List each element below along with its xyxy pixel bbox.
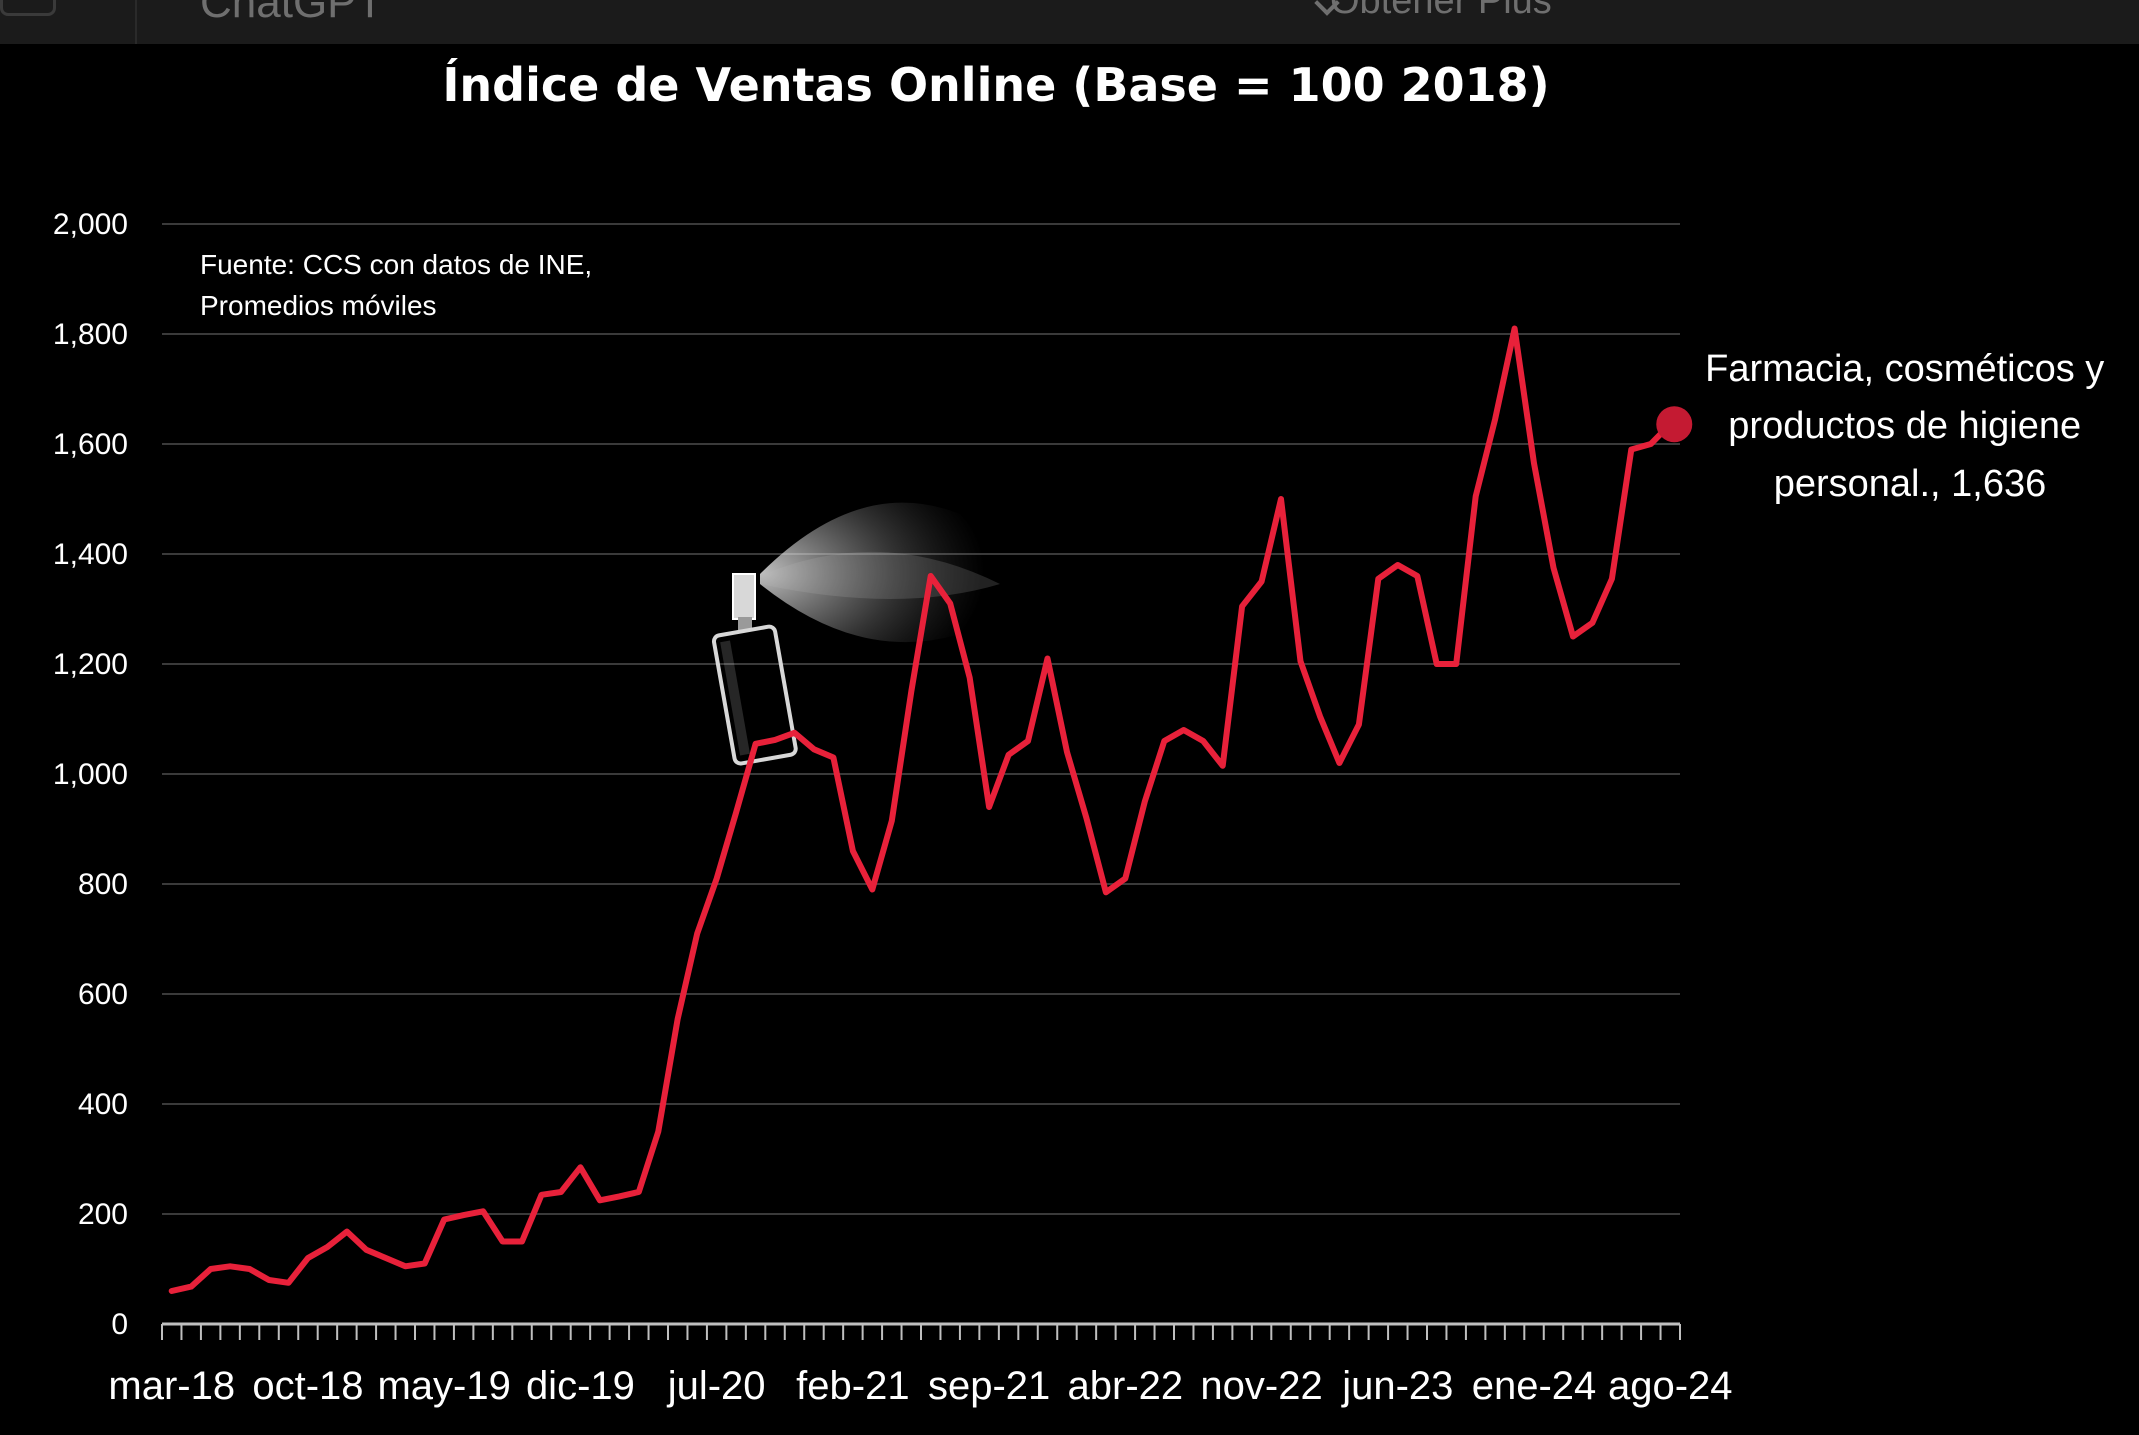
x-tick-label: ene-24 — [1472, 1364, 1597, 1408]
x-tick-label: ago-24 — [1608, 1364, 1733, 1408]
x-tick-label: jul-20 — [667, 1364, 766, 1408]
x-tick-label: dic-19 — [526, 1364, 635, 1408]
source-note-line-1: Fuente: CCS con datos de INE, — [200, 249, 592, 280]
end-point-dot — [1656, 406, 1693, 443]
series-end-marker — [1656, 406, 1693, 443]
x-tick-label: sep-21 — [928, 1364, 1050, 1408]
end-label-line-3: personal., 1,636 — [1774, 463, 2047, 505]
x-tick-label: mar-18 — [108, 1364, 235, 1408]
end-label-line-1: Farmacia, cosméticos y — [1705, 348, 2104, 390]
x-axis-tick-marks — [161, 1324, 1681, 1340]
line-chart: 0 200 400 600 800 1,000 1,200 1,400 1,600 1,800 2,… — [53, 58, 2115, 1408]
x-tick-label: feb-21 — [796, 1364, 909, 1408]
x-tick-label: abr-22 — [1068, 1364, 1184, 1408]
y-tick-label: 0 — [111, 1308, 128, 1341]
series-polyline — [168, 325, 1674, 1294]
y-tick-label: 800 — [78, 868, 128, 901]
end-label-line-2: productos de higiene — [1728, 405, 2081, 447]
x-axis-tick-labels: mar-18 oct-18 may-19 dic-19 jul-20 feb-21 sep-… — [108, 1364, 1732, 1408]
spray-bottle-icon — [711, 502, 1000, 766]
chart-title: Índice de Ventas Online (Base = 100 2018… — [442, 58, 1549, 112]
source-note-line-2: Promedios móviles — [200, 290, 437, 321]
x-tick-label: nov-22 — [1200, 1364, 1322, 1408]
top-bar: ChatGPT Obtener Plus — [0, 0, 2139, 44]
upgrade-plus-link[interactable]: Obtener Plus — [1330, 0, 1552, 22]
y-tick-label: 2,000 — [53, 208, 128, 241]
source-note: Fuente: CCS con datos de INE, Promedios … — [200, 249, 600, 321]
y-tick-label: 1,800 — [53, 318, 128, 351]
topbar-divider — [135, 0, 137, 44]
y-tick-label: 200 — [78, 1198, 128, 1231]
series-line — [168, 325, 1674, 1294]
y-tick-label: 1,600 — [53, 428, 128, 461]
x-tick-label: oct-18 — [252, 1364, 363, 1408]
chart-area: 0 200 400 600 800 1,000 1,200 1,400 1,600 1,800 2,… — [0, 44, 2139, 1435]
y-tick-label: 600 — [78, 978, 128, 1011]
y-tick-label: 400 — [78, 1088, 128, 1121]
sidebar-toggle-icon[interactable] — [0, 0, 56, 16]
series-end-label: Farmacia, cosméticos y productos de higi… — [1705, 348, 2115, 505]
y-tick-label: 1,400 — [53, 538, 128, 571]
y-tick-label: 1,000 — [53, 758, 128, 791]
x-tick-label: may-19 — [377, 1364, 510, 1408]
y-axis-tick-labels: 0 200 400 600 800 1,000 1,200 1,400 1,600 1,800 2,… — [53, 208, 128, 1341]
y-tick-label: 1,200 — [53, 648, 128, 681]
app-title[interactable]: ChatGPT — [200, 0, 384, 27]
x-tick-label: jun-23 — [1341, 1364, 1453, 1408]
gridlines — [162, 223, 1680, 1215]
